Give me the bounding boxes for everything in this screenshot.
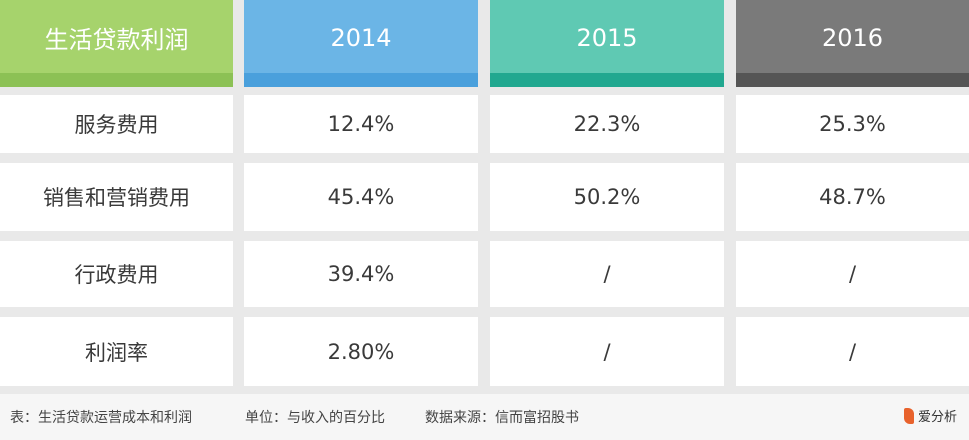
value-margin-2014: 2.80%: [244, 317, 478, 386]
row-label-sales-marketing: 销售和营销费用: [0, 163, 233, 231]
table-caption: 表：生活贷款运营成本和利润: [10, 410, 192, 426]
value-sales-2016: 48.7%: [736, 163, 969, 231]
year-2014-label: 2014: [330, 23, 392, 52]
row-label-admin-fee: 行政费用: [0, 241, 233, 307]
header-year-2014: 2014: [244, 0, 478, 87]
value-service-2016: 25.3%: [736, 95, 969, 153]
data-source: 数据来源：信而富招股书: [425, 410, 579, 426]
value-service-2015: 22.3%: [490, 95, 724, 153]
brand-mark-icon: [903, 407, 914, 424]
year-2016-label: 2016: [821, 23, 884, 52]
value-margin-2016: /: [736, 317, 969, 386]
row-label-service-fee: 服务费用: [0, 95, 233, 153]
value-service-2014: 12.4%: [244, 95, 478, 153]
value-sales-2015: 50.2%: [490, 163, 724, 231]
cost-profit-table: 生活贷款利润 2014 2015 2016 服务费用 12.4% 22.3% 2…: [0, 0, 969, 386]
header-year-2016: 2016: [736, 0, 969, 87]
unit-note: 单位：与收入的百分比: [245, 410, 385, 426]
value-admin-2014: 39.4%: [244, 241, 478, 307]
header-year-2015: 2015: [490, 0, 724, 87]
brand-logo: 爱分析: [903, 406, 957, 425]
table-footer: 表：生活贷款运营成本和利润 单位：与收入的百分比 数据来源：信而富招股书: [0, 394, 969, 440]
value-sales-2014: 45.4%: [244, 163, 478, 231]
value-admin-2015: /: [490, 241, 724, 307]
year-2015-label: 2015: [576, 23, 638, 52]
value-margin-2015: /: [490, 317, 724, 386]
value-admin-2016: /: [736, 241, 969, 307]
row-label-profit-margin: 利润率: [0, 317, 233, 386]
header-label-cell: 生活贷款利润: [0, 0, 233, 87]
header-label-text: 生活贷款利润: [44, 26, 189, 54]
brand-logo-text: 爱分析: [917, 410, 957, 425]
